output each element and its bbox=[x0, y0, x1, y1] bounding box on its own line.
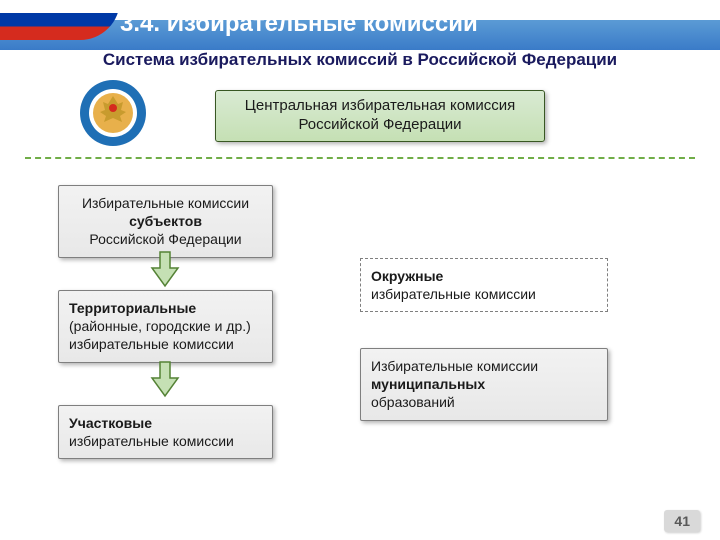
box-central-commission: Центральная избирательная комиссия Росси… bbox=[215, 90, 545, 142]
box-precinct: Участковые избирательные комиссии bbox=[58, 405, 273, 459]
box-text: избирательные комиссии bbox=[69, 432, 262, 450]
section-number: 3.4. bbox=[120, 10, 160, 37]
flag-icon bbox=[0, 0, 120, 40]
box-text: Избирательные комиссии bbox=[371, 357, 597, 375]
divider-line bbox=[25, 157, 695, 159]
page-subtitle: Система избирательных комиссий в Российс… bbox=[100, 50, 620, 70]
box-text: (районные, городские и др.) bbox=[69, 317, 262, 335]
box-text: Избирательные комиссии bbox=[69, 194, 262, 212]
arrow-down-icon bbox=[150, 360, 180, 398]
box-text-bold: Территориальные bbox=[69, 299, 262, 317]
box-municipal: Избирательные комиссии муниципальных обр… bbox=[360, 348, 608, 421]
arrow-down-icon bbox=[150, 250, 180, 288]
box-text: образований bbox=[371, 393, 597, 411]
box-text-bold: субъектов bbox=[69, 212, 262, 230]
page-title: 3.4. Избирательные комиссии bbox=[120, 10, 478, 38]
box-subjects: Избирательные комиссии субъектов Российс… bbox=[58, 185, 273, 258]
box-territorial: Территориальные (районные, городские и д… bbox=[58, 290, 273, 363]
page-number: 41 bbox=[664, 510, 700, 532]
section-title: Избирательные комиссии bbox=[167, 10, 478, 37]
box-text: Центральная избирательная комиссия bbox=[226, 97, 534, 116]
box-text: Российской Федерации bbox=[69, 230, 262, 248]
box-text-bold: Участковые bbox=[69, 414, 262, 432]
box-text-bold: муниципальных bbox=[371, 375, 597, 393]
box-district: Окружные избирательные комиссии bbox=[360, 258, 608, 312]
box-text: избирательные комиссии bbox=[69, 335, 262, 353]
box-text: Российской Федерации bbox=[226, 116, 534, 135]
cec-emblem-icon bbox=[78, 78, 148, 148]
box-text: избирательные комиссии bbox=[371, 285, 597, 303]
box-text-bold: Окружные bbox=[371, 267, 597, 285]
